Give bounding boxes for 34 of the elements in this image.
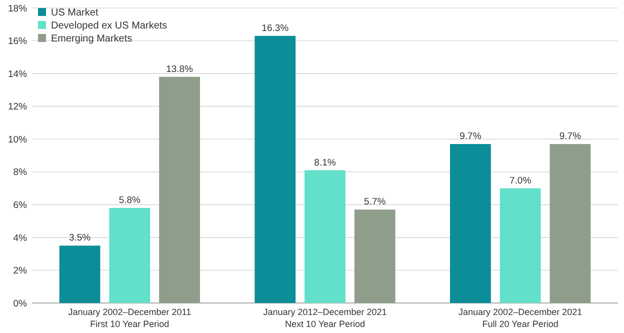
y-tick-label: 18% [8, 3, 28, 14]
bar [109, 208, 150, 303]
bar [354, 210, 396, 303]
y-tick-label: 12% [8, 102, 28, 113]
bar [159, 76, 200, 303]
y-tick-label: 16% [8, 36, 28, 48]
bar [304, 170, 346, 303]
y-tick-label: 2% [13, 266, 28, 277]
y-tick-label: 14% [8, 68, 28, 80]
data-label: 9.7% [460, 131, 482, 142]
y-tick-label: 0% [13, 298, 28, 310]
data-label: 5.8% [118, 194, 142, 206]
x-tick-label: January 2002–December 2021 Full 20 Year Period [458, 307, 582, 329]
data-label: 3.5% [68, 232, 92, 244]
data-label: 7.0% [510, 175, 532, 186]
data-label: 13.8% [166, 64, 194, 75]
legend-label: Emerging Markets [51, 34, 132, 44]
data-label: 16.3% [262, 22, 290, 34]
legend-label: Developed ex US Markets [51, 20, 168, 32]
y-tick-label: 6% [13, 200, 28, 211]
data-label: 8.1% [314, 157, 336, 168]
legend-label: US Market [51, 8, 98, 18]
bar [59, 246, 100, 303]
y-tick-label: 8% [13, 167, 28, 178]
x-tick-label: January 2002–December 2011 First 10 Year Period [68, 307, 192, 329]
bar [500, 188, 541, 303]
data-label: 5.7% [364, 196, 386, 208]
bar [550, 144, 591, 303]
y-tick-label: 4% [13, 232, 28, 244]
data-label: 9.7% [559, 131, 582, 142]
bar [450, 144, 491, 303]
y-tick-label: 10% [8, 134, 28, 146]
bar [254, 36, 296, 303]
x-tick-label: January 2012–December 2021 Next 10 Year Period [263, 307, 387, 329]
